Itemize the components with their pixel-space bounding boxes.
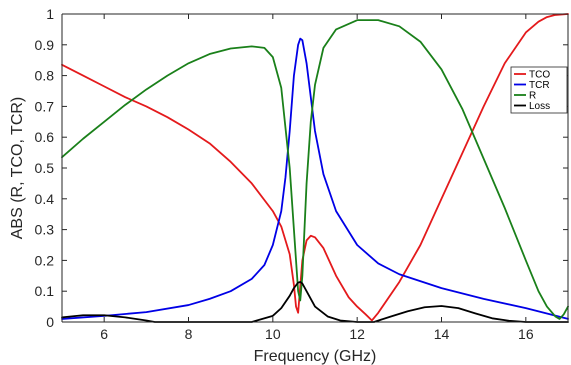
plot-background (62, 14, 568, 322)
y-tick-label: 0.6 (35, 129, 55, 145)
y-tick-label: 0.3 (35, 222, 55, 238)
x-tick-label: 12 (349, 326, 365, 342)
y-tick-label: 0.8 (35, 68, 55, 84)
x-axis-title: Frequency (GHz) (254, 348, 377, 365)
series-line-tco (61, 13, 569, 322)
y-ticks: 0 0.1 0.2 0.3 0.4 0.5 0.6 0.7 0.8 0.9 1 (35, 6, 568, 330)
plot-area (62, 14, 568, 322)
legend-label-tcr: TCR (529, 80, 550, 91)
y-tick-label: 0.2 (35, 252, 55, 268)
y-tick-label: 0.1 (35, 283, 55, 299)
x-tick-label: 14 (434, 326, 450, 342)
x-tick-label: 16 (518, 326, 534, 342)
y-tick-label: 0.5 (35, 160, 55, 176)
legend-label-tco: TCO (529, 70, 550, 81)
y-tick-label: 0 (46, 314, 54, 330)
series-line-tcr (61, 37, 569, 320)
x-ticks: 6 8 10 12 14 16 (100, 14, 534, 342)
x-tick-label: 6 (100, 326, 108, 342)
legend-label-loss: Loss (529, 101, 550, 112)
y-axis-title: ABS (R, TCO, TCR) (9, 97, 26, 240)
x-tick-label: 8 (185, 326, 193, 342)
y-tick-label: 1 (46, 6, 54, 22)
x-tick-label: 10 (265, 326, 281, 342)
y-tick-label: 0.7 (35, 98, 55, 114)
y-tick-label: 0.9 (35, 37, 55, 53)
legend-label-r: R (529, 91, 536, 102)
series-line-r (61, 19, 569, 320)
y-tick-label: 0.4 (35, 191, 55, 207)
